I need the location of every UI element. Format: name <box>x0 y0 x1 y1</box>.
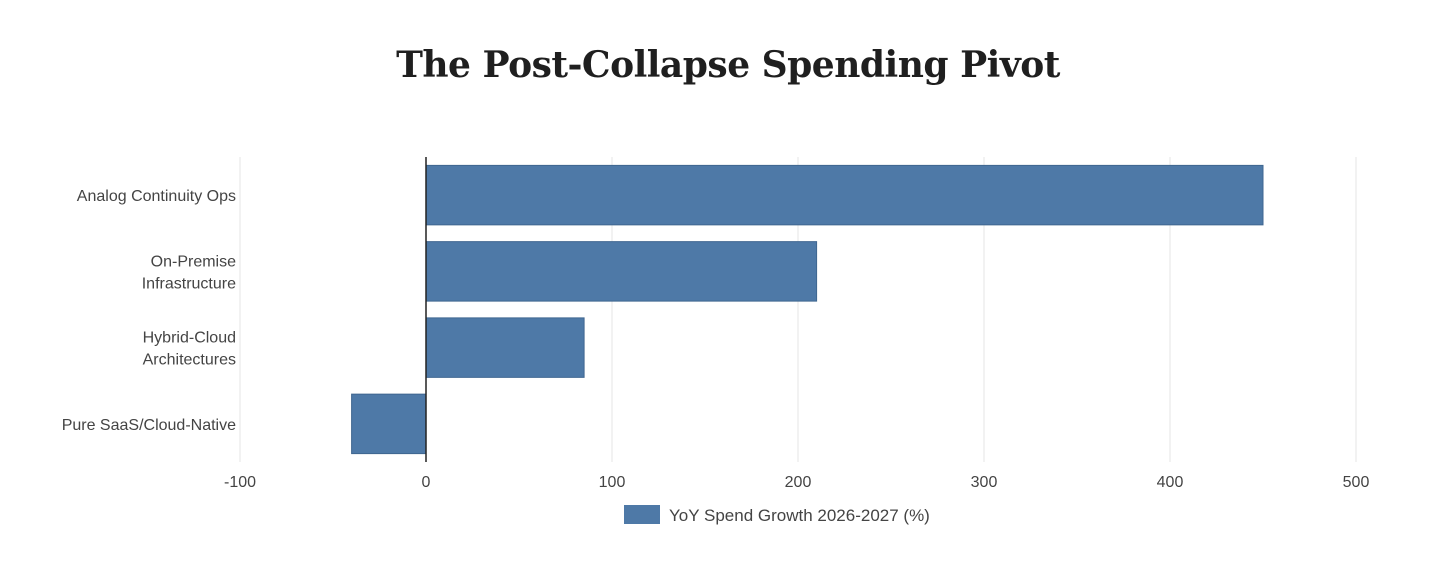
x-tick-label: 200 <box>785 474 812 491</box>
legend-label: YoY Spend Growth 2026-2027 (%) <box>669 506 930 525</box>
bar <box>351 393 427 455</box>
legend: YoY Spend Growth 2026-2027 (%) <box>624 505 930 525</box>
x-tick-label: 500 <box>1343 474 1370 491</box>
x-tick-label: -100 <box>224 474 256 491</box>
x-tick-label: 0 <box>422 474 431 491</box>
x-tick-label: 400 <box>1157 474 1184 491</box>
category-label: Architectures <box>143 352 236 369</box>
x-tick-label: 100 <box>599 474 626 491</box>
bar <box>425 317 585 378</box>
legend-swatch <box>624 505 660 524</box>
category-labels: Analog Continuity Ops On-Premise Infrastru… <box>62 188 236 434</box>
bar <box>425 164 1264 226</box>
category-label: On-Premise <box>151 253 236 270</box>
category-label: Analog Continuity Ops <box>77 188 236 205</box>
bar <box>425 241 818 302</box>
x-tick-labels: -100 0 100 200 300 400 500 <box>224 474 1369 491</box>
chart-title: The Post-Collapse Spending Pivot <box>396 44 1060 86</box>
category-label: Pure SaaS/Cloud-Native <box>62 417 236 434</box>
x-tick-label: 300 <box>971 474 998 491</box>
category-label: Infrastructure <box>142 275 236 292</box>
bars <box>351 164 1264 455</box>
category-label: Hybrid-Cloud <box>143 330 236 347</box>
